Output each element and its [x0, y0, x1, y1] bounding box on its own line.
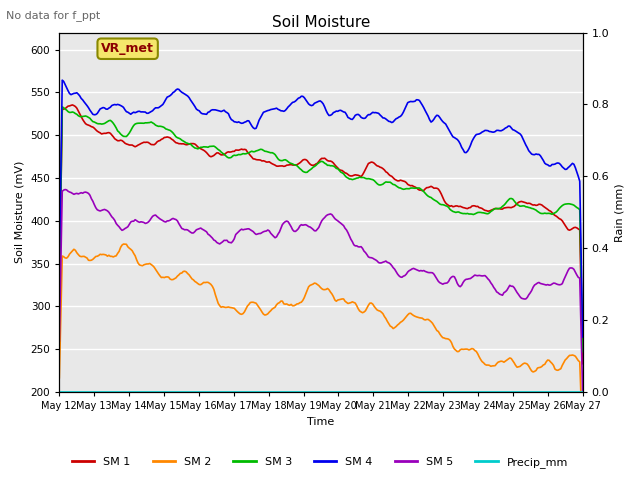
SM 2: [230, 305, 238, 311]
SM 3: [230, 152, 238, 158]
Precip_mm: [211, 389, 219, 395]
SM 4: [230, 119, 238, 125]
Line: SM 2: SM 2: [60, 244, 582, 443]
Title: Soil Moisture: Soil Moisture: [272, 15, 370, 30]
SM 3: [56, 287, 63, 293]
SM 3: [239, 151, 247, 156]
SM 5: [56, 338, 63, 344]
SM 2: [56, 375, 63, 381]
Line: SM 1: SM 1: [60, 105, 582, 364]
Line: SM 3: SM 3: [60, 107, 582, 352]
SM 4: [239, 120, 247, 126]
SM 1: [56, 289, 63, 295]
Y-axis label: Rain (mm): Rain (mm): [615, 183, 625, 241]
Precip_mm: [284, 389, 292, 395]
SM 5: [61, 187, 69, 192]
Precip_mm: [237, 389, 245, 395]
Text: VR_met: VR_met: [101, 42, 154, 55]
SM 4: [286, 103, 294, 108]
SM 3: [286, 160, 294, 166]
SM 2: [286, 302, 294, 308]
X-axis label: Time: Time: [307, 417, 335, 427]
SM 5: [551, 280, 559, 286]
SM 5: [286, 221, 294, 227]
SM 4: [213, 108, 221, 113]
SM 2: [551, 366, 559, 372]
SM 1: [213, 150, 221, 156]
Y-axis label: Soil Moisture (mV): Soil Moisture (mV): [15, 161, 25, 264]
SM 4: [551, 161, 559, 167]
SM 5: [213, 240, 221, 245]
SM 4: [121, 107, 129, 113]
SM 5: [121, 226, 129, 231]
SM 2: [579, 440, 586, 446]
SM 5: [579, 390, 586, 396]
SM 1: [230, 148, 238, 154]
SM 2: [213, 296, 221, 302]
Legend: SM 1, SM 2, SM 3, SM 4, SM 5, Precip_mm: SM 1, SM 2, SM 3, SM 4, SM 5, Precip_mm: [68, 452, 572, 472]
Precip_mm: [550, 389, 557, 395]
SM 4: [579, 334, 586, 340]
SM 5: [230, 236, 238, 242]
SM 4: [58, 77, 66, 83]
SM 3: [213, 145, 221, 151]
SM 2: [120, 241, 127, 247]
Precip_mm: [229, 389, 237, 395]
Line: SM 5: SM 5: [60, 190, 582, 393]
SM 1: [239, 147, 247, 153]
SM 3: [551, 210, 559, 216]
SM 5: [239, 227, 247, 233]
SM 3: [121, 133, 129, 139]
SM 3: [58, 104, 66, 110]
Line: SM 4: SM 4: [60, 80, 582, 337]
SM 2: [121, 241, 129, 247]
Precip_mm: [579, 389, 586, 395]
SM 1: [551, 213, 559, 218]
SM 1: [579, 361, 586, 367]
SM 2: [239, 311, 247, 316]
SM 3: [579, 349, 586, 355]
SM 1: [286, 162, 294, 168]
Precip_mm: [56, 389, 63, 395]
SM 4: [56, 270, 63, 276]
SM 1: [121, 140, 129, 146]
Precip_mm: [120, 389, 127, 395]
Text: No data for f_ppt: No data for f_ppt: [6, 10, 100, 21]
SM 1: [68, 102, 76, 108]
